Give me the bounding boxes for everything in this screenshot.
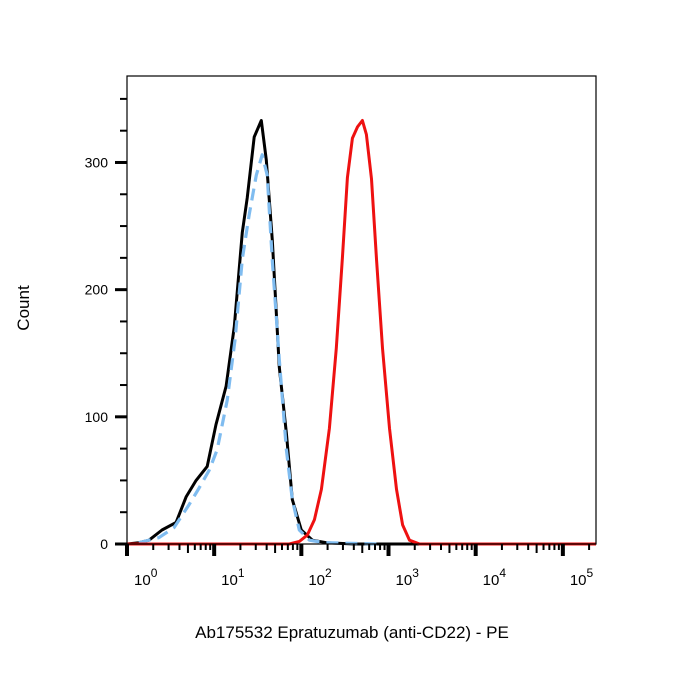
y-axis-label: Count: [14, 285, 33, 331]
axes-layer: 0 100 200 300 100 101 102 103 104 105: [85, 97, 594, 589]
x-tick-label: 101: [221, 566, 245, 589]
series-line-1: [138, 153, 380, 546]
series-line-2: [127, 119, 596, 546]
y-tick-label: 200: [85, 282, 109, 298]
y-tick-label: 100: [85, 409, 109, 425]
y-tick-label: 300: [85, 154, 109, 170]
x-axis-label: Ab175532 Epratuzumab (anti-CD22) - PE: [195, 623, 509, 642]
x-tick-label: 103: [396, 566, 420, 589]
x-tick-label: 100: [134, 566, 158, 589]
x-tick-label: 104: [483, 566, 507, 589]
series-layer: [126, 119, 596, 546]
x-tick-label: 105: [570, 566, 594, 589]
x-tick-label: 102: [308, 566, 332, 589]
series-line-0: [126, 119, 596, 546]
y-tick-label: 0: [100, 536, 108, 552]
plot-frame: [126, 75, 597, 545]
